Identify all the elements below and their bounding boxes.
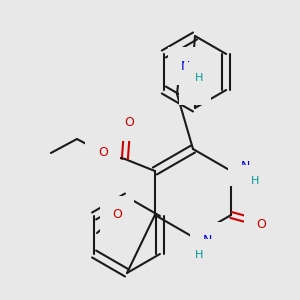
Text: O: O	[98, 146, 108, 160]
Text: O: O	[112, 208, 122, 221]
Text: N: N	[202, 235, 212, 248]
Text: O: O	[256, 218, 266, 232]
Text: O: O	[124, 116, 134, 128]
Text: H: H	[195, 73, 203, 83]
Text: N: N	[240, 160, 250, 173]
Text: H: H	[251, 176, 259, 186]
Text: I: I	[193, 77, 197, 91]
Text: H: H	[195, 250, 203, 260]
Text: N: N	[180, 59, 190, 73]
